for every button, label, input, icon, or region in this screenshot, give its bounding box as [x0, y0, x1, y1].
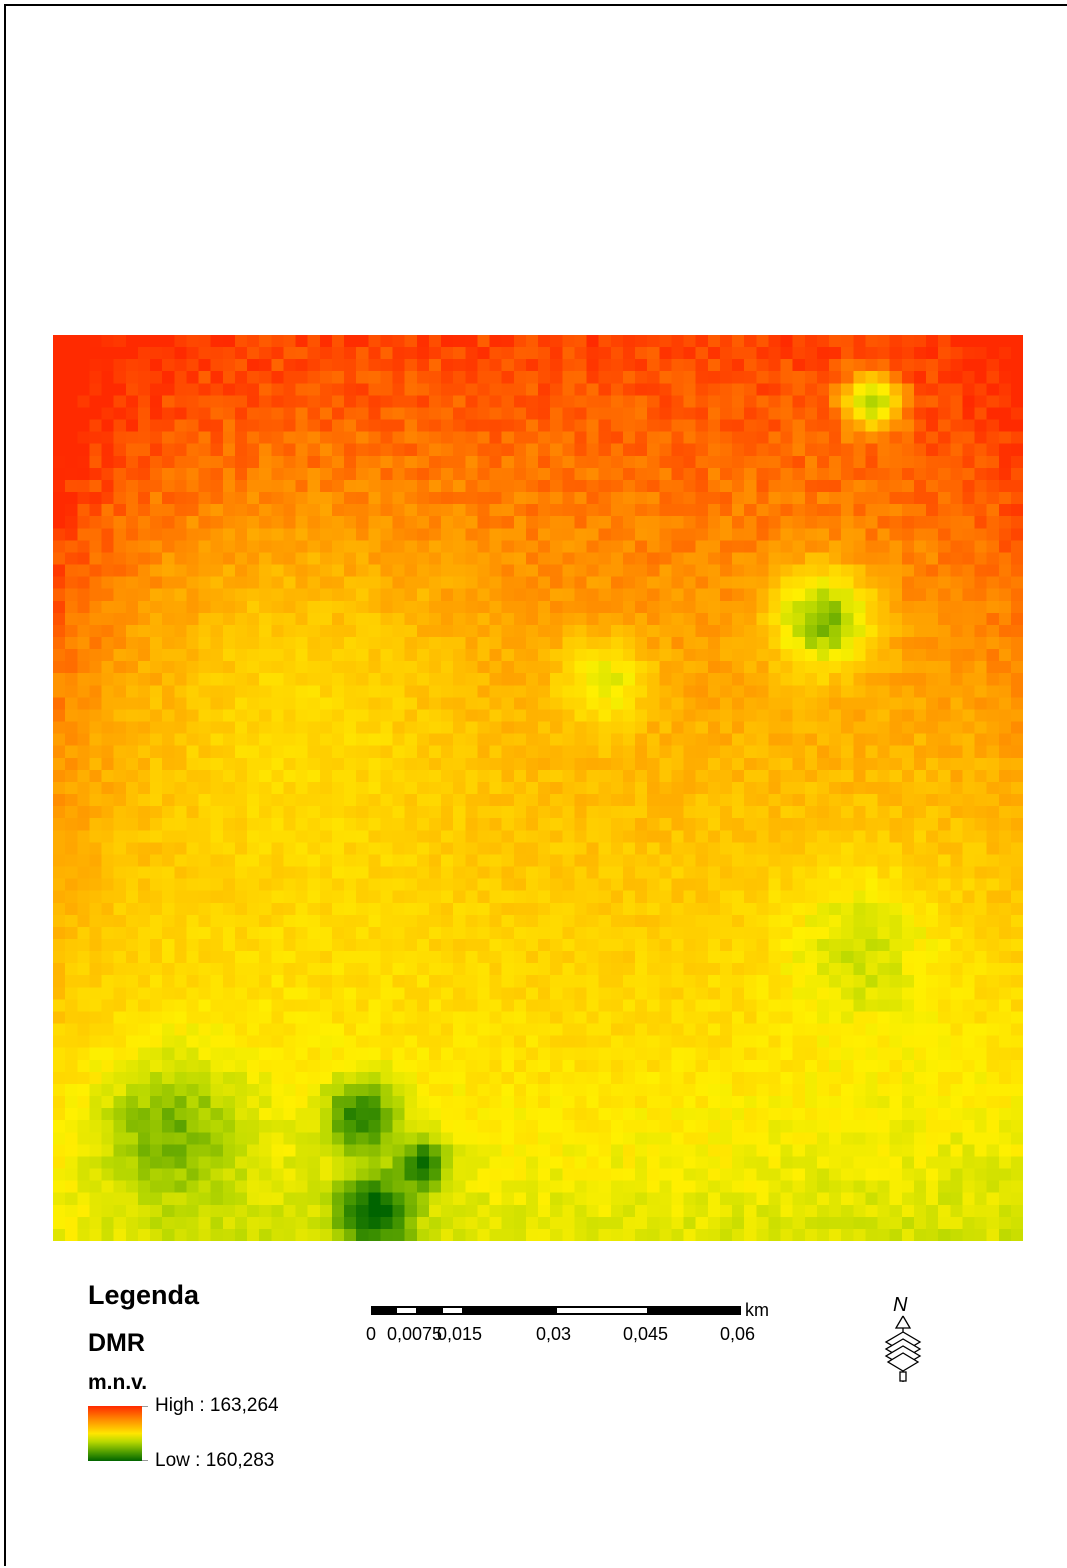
north-label: N [893, 1294, 908, 1316]
scale-tick-3: 0,03 [536, 1324, 572, 1344]
map-frame [4, 4, 1067, 1566]
scale-tick-0: 0 [366, 1324, 377, 1344]
north-arrow-icon [884, 1315, 922, 1382]
legend-high-label: High : 163,264 [155, 1395, 279, 1416]
scale-bar-graphic [371, 1306, 741, 1315]
north-arrow: N [880, 1294, 926, 1386]
scale-tick-4: 0,045 [623, 1324, 669, 1344]
scale-tick-1: 0,0075 [387, 1324, 443, 1344]
dmr-raster [53, 335, 1023, 1241]
legend-layer-name: DMR [88, 1329, 145, 1357]
scale-tick-5: 0,06 [720, 1324, 756, 1344]
scale-bar: 0 0,0075 0,015 0,03 0,045 0,06 km [360, 1296, 780, 1346]
scale-unit: km [745, 1300, 769, 1320]
color-ramp [88, 1406, 142, 1461]
ramp-high-tick [142, 1406, 148, 1407]
ramp-low-tick [142, 1460, 148, 1461]
legend-low-label: Low : 160,283 [155, 1450, 275, 1471]
legend-field-name: m.n.v. [88, 1371, 148, 1394]
elevation-grid [53, 335, 1023, 1241]
legend-title: Legenda [88, 1280, 200, 1310]
scale-tick-2: 0,015 [437, 1324, 483, 1344]
